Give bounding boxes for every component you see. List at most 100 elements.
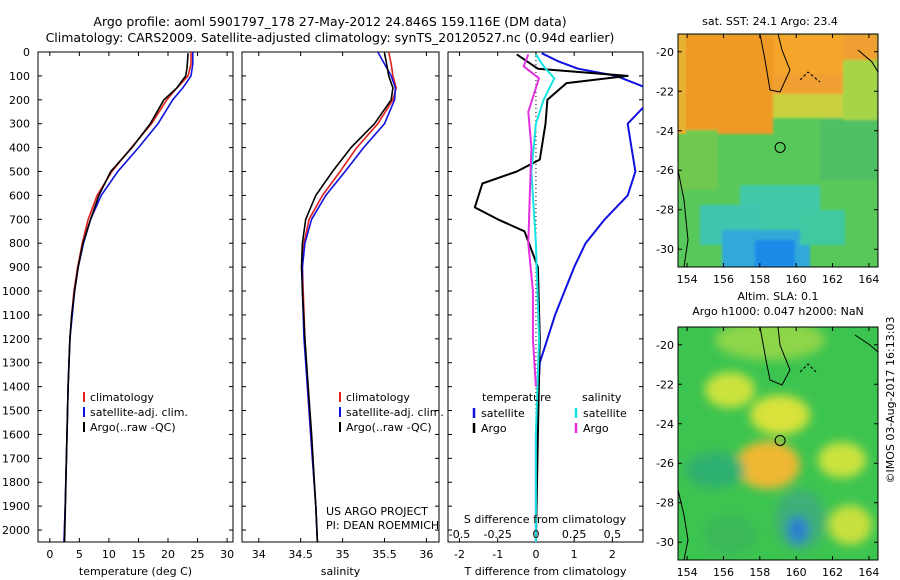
- chart-title-line2: Climatology: CARS2009. Satellite-adjuste…: [45, 30, 615, 45]
- temperature-series-group: [63, 52, 194, 542]
- map-x-tick-label: 154: [677, 273, 698, 286]
- map-y-tick-label: -30: [656, 536, 674, 549]
- map-x-tick-label: 160: [786, 273, 807, 286]
- x-tick-label: -2: [454, 548, 465, 561]
- y-tick-label: 900: [9, 261, 30, 274]
- map-y-tick-label: -24: [656, 125, 674, 138]
- map-x-tick-label: 154: [677, 566, 698, 579]
- map-x-tick-label: 158: [749, 273, 770, 286]
- x-tick-label: 30: [220, 548, 234, 561]
- series-line-satellite: [530, 53, 556, 542]
- x-tick-label: 0: [46, 548, 53, 561]
- legend-title-temperature: temperature: [482, 391, 551, 404]
- series-line-argo-raw-qc-: [300, 53, 394, 542]
- map-y-tick-label: -28: [656, 497, 674, 510]
- x-tick-label: 34.5: [288, 548, 313, 561]
- sla-map-title: Altim. SLA: 0.1: [737, 290, 818, 303]
- legend-entry: satellite-adj. clim.: [346, 406, 444, 419]
- legend-entry: Argo(..raw -QC): [346, 421, 432, 434]
- series-line-argo: [473, 53, 629, 542]
- temperature-x-axis-label: temperature (deg C): [79, 565, 192, 578]
- salinity-panel: 34 34.5 35 35.5 36 salinity: [241, 51, 440, 578]
- y-tick-label: 2000: [2, 524, 30, 537]
- y-tick-label: 1800: [2, 476, 30, 489]
- map-y-tick-label: -20: [656, 339, 674, 352]
- s-difference-tick-label: -0.5: [449, 528, 470, 541]
- y-tick-label: 100: [9, 70, 30, 83]
- temperature-plot-frame: [37, 51, 234, 543]
- y-tick-label: 300: [9, 118, 30, 131]
- map-x-tick-label: 156: [713, 273, 734, 286]
- series-line-satellite: [534, 52, 643, 542]
- y-tick-label: 0: [23, 46, 30, 59]
- map-x-tick-label: 158: [749, 566, 770, 579]
- series-line-satellite-adj-clim-: [301, 52, 397, 542]
- sla-map-panel: Altim. SLA: 0.1 Argo h1000: 0.047 h2000:…: [656, 290, 879, 579]
- y-tick-label: 700: [9, 213, 30, 226]
- y-tick-label: 500: [9, 166, 30, 179]
- s-difference-label: S difference from climatology: [464, 513, 627, 526]
- x-tick-label: 0: [532, 548, 539, 561]
- float-position-marker: [774, 434, 786, 446]
- project-credit: US ARGO PROJECT: [326, 505, 428, 518]
- map-y-tick-label: -26: [656, 164, 674, 177]
- map-y-tick-label: -22: [656, 85, 674, 98]
- difference-plot-frame: [447, 51, 644, 543]
- y-tick-label: 1000: [2, 285, 30, 298]
- y-tick-label: 1600: [2, 428, 30, 441]
- series-line-satellite-adj-clim-: [63, 52, 194, 542]
- y-tick-label: 800: [9, 237, 30, 250]
- map-x-tick-label: 164: [858, 566, 879, 579]
- x-tick-label: 20: [161, 548, 175, 561]
- map-y-tick-label: -30: [656, 243, 674, 256]
- s-difference-tick-label: -0.25: [483, 528, 511, 541]
- salinity-series-group: [300, 52, 398, 542]
- series-line-argo-raw-qc-: [63, 53, 189, 542]
- s-difference-tick-label: 0.5: [604, 528, 622, 541]
- x-tick-label: 35.5: [372, 548, 397, 561]
- map-x-tick-label: 162: [822, 566, 843, 579]
- legend: climatology satellite-adj. clim. Argo(..ra…: [339, 391, 444, 434]
- difference-x-axis-label: T difference from climatology: [464, 565, 627, 578]
- difference-legend: temperature salinity satellite Argo satellit…: [472, 391, 627, 435]
- y-tick-label: 1100: [2, 309, 30, 322]
- difference-series-group: [473, 52, 643, 542]
- y-tick-label: 1700: [2, 452, 30, 465]
- map-y-tick-label: -22: [656, 378, 674, 391]
- temperature-panel: 0100200300400500600700800900100011001200…: [2, 46, 234, 578]
- x-tick-label: 5: [76, 548, 83, 561]
- series-line-climatology: [63, 52, 192, 542]
- sst-map-title: sat. SST: 24.1 Argo: 23.4: [702, 15, 838, 28]
- legend-entry: climatology: [90, 391, 154, 404]
- sla-map-subtitle: Argo h1000: 0.047 h2000: NaN: [692, 305, 864, 318]
- legend-entry: satellite-adj. clim.: [90, 406, 188, 419]
- map-x-tick-label: 156: [713, 566, 734, 579]
- s-difference-tick-label: 0: [532, 528, 539, 541]
- x-tick-label: 36: [419, 548, 433, 561]
- y-tick-label: 200: [9, 94, 30, 107]
- chart-title-line1: Argo profile: aoml 5901797_178 27-May-20…: [93, 14, 567, 29]
- map-x-tick-label: 164: [858, 273, 879, 286]
- profile-panels: 0100200300400500600700800900100011001200…: [2, 46, 644, 578]
- y-tick-label: 400: [9, 142, 30, 155]
- salinity-plot-frame: [241, 51, 440, 543]
- legend-entry: climatology: [346, 391, 410, 404]
- x-tick-label: 35: [336, 548, 350, 561]
- imos-stamp: ©IMOS 03-Aug-2017 16:13:03: [884, 317, 897, 484]
- x-tick-label: 1: [571, 548, 578, 561]
- map-y-tick-label: -26: [656, 457, 674, 470]
- series-line-argo: [522, 54, 540, 387]
- x-tick-label: 2: [609, 548, 616, 561]
- legend-entry: Argo: [481, 422, 507, 435]
- map-x-tick-label: 160: [786, 566, 807, 579]
- difference-panel: -2 -1 0 1 2 T difference from climatology: [447, 51, 644, 578]
- pi-credit: PI: DEAN ROEMMICH: [326, 519, 439, 532]
- y-tick-label: 600: [9, 189, 30, 202]
- map-x-tick-label: 162: [822, 273, 843, 286]
- float-position-marker: [774, 141, 786, 153]
- legend-entry: Argo(..raw -QC): [90, 421, 176, 434]
- legend-title-salinity: salinity: [582, 391, 622, 404]
- map-y-tick-label: -20: [656, 46, 674, 59]
- legend-entry: satellite: [481, 407, 525, 420]
- salinity-x-axis-label: salinity: [321, 565, 361, 578]
